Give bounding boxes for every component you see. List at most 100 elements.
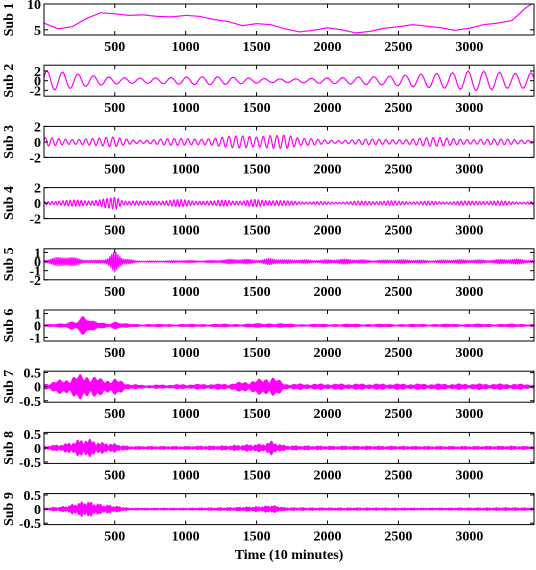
x-tick-label: 1000 (172, 224, 200, 239)
y-axis-label: Sub 1 (2, 3, 17, 37)
x-tick-label: 2000 (314, 40, 342, 55)
x-tick-label: 1000 (172, 407, 200, 422)
y-axis-label: Sub 4 (2, 186, 17, 220)
x-tick-label: 500 (104, 224, 125, 239)
y-axis-label: Sub 5 (2, 247, 17, 281)
y-tick-label: 1 (34, 246, 41, 261)
x-tick-label: 1000 (172, 346, 200, 361)
y-tick-label: 5 (34, 24, 41, 39)
x-tick-label: 500 (104, 285, 125, 300)
x-tick-label: 2000 (314, 101, 342, 116)
x-tick-label: 2000 (314, 224, 342, 239)
y-axis-label: Sub 7 (2, 370, 17, 404)
panel-8: -0.500.5 500 1000 1500 2000 2500 3000 Sub 8 (2, 428, 535, 483)
x-tick-label: 1500 (243, 40, 271, 55)
y-tick-label: 0.5 (24, 367, 42, 382)
x-tick-label: 2500 (384, 407, 412, 422)
y-tick-label: 0 (34, 136, 41, 151)
x-tick-label: 500 (104, 40, 125, 55)
x-tick-label: 500 (104, 101, 125, 116)
y-axis-label: Sub 8 (2, 431, 17, 465)
x-tick-label: 2500 (384, 346, 412, 361)
y-axis-label: Sub 6 (2, 309, 17, 343)
series-line-8 (44, 438, 534, 458)
x-tick-label: 500 (104, 346, 125, 361)
x-tick-label: 1000 (172, 285, 200, 300)
x-tick-label: 3000 (455, 162, 483, 177)
y-tick-label: 0 (34, 381, 41, 396)
x-tick-label: 1500 (243, 346, 271, 361)
x-tick-label: 3000 (455, 285, 483, 300)
y-tick-label: -2 (29, 84, 41, 99)
y-tick-label: -2 (29, 274, 41, 289)
x-tick-label: 2500 (384, 162, 412, 177)
x-tick-label: 2000 (314, 346, 342, 361)
x-tick-label: 3000 (455, 101, 483, 116)
x-tick-label: 1500 (243, 101, 271, 116)
y-tick-label: 2 (34, 65, 41, 80)
y-tick-label: 0 (34, 442, 41, 457)
x-tick-label: 1500 (243, 468, 271, 483)
series-line-5 (44, 251, 534, 273)
y-axis-label: Sub 9 (2, 492, 17, 526)
x-tick-label: 3000 (455, 346, 483, 361)
x-tick-label: 2500 (384, 224, 412, 239)
y-tick-label: 0 (34, 75, 41, 90)
y-tick-label: 10 (27, 0, 41, 13)
x-tick-label: 2500 (384, 285, 412, 300)
x-tick-label: 3000 (455, 468, 483, 483)
x-tick-label: 2000 (314, 162, 342, 177)
series-line-9 (44, 501, 534, 517)
x-tick-label: 3000 (455, 407, 483, 422)
y-tick-label: 2 (34, 182, 41, 197)
x-tick-label: 2000 (314, 285, 342, 300)
y-axis-label: Sub 2 (2, 64, 17, 98)
x-tick-label: 2500 (384, 101, 412, 116)
x-tick-label: 1000 (172, 468, 200, 483)
y-tick-label: 2 (34, 120, 41, 135)
y-tick-label: 0 (34, 503, 41, 518)
panel-9: -0.500.5 500 1000 1500 2000 2500 3000 Sub 9 (2, 489, 535, 545)
y-tick-label: 1 (34, 308, 41, 323)
x-tick-label: 1500 (243, 285, 271, 300)
y-axis-label: Sub 3 (2, 125, 17, 159)
x-tick-label: 1000 (172, 162, 200, 177)
x-tick-label: 2500 (384, 530, 412, 545)
y-tick-label: -0.5 (19, 395, 41, 410)
x-tick-label: 500 (104, 530, 125, 545)
x-tick-label: 2500 (384, 40, 412, 55)
x-tick-label: 3000 (455, 530, 483, 545)
x-tick-label: 1500 (243, 530, 271, 545)
x-tick-label: 2000 (314, 530, 342, 545)
x-tick-label: 2000 (314, 468, 342, 483)
series-line-2 (44, 70, 534, 92)
x-tick-label: 500 (104, 162, 125, 177)
x-tick-label: 3000 (455, 224, 483, 239)
x-tick-label: 1500 (243, 162, 271, 177)
y-tick-label: -0.5 (19, 456, 41, 471)
x-tick-label: 1000 (172, 40, 200, 55)
axes-frame-2 (43, 64, 535, 97)
series-line-4 (44, 196, 534, 210)
x-axis-label: Time (10 minutes) (235, 548, 344, 563)
axes-frame-1 (43, 3, 535, 36)
series-line-6 (44, 316, 534, 336)
y-tick-label: 0 (34, 256, 41, 271)
axes-frame-5 (43, 248, 535, 281)
panel-1: 5 10 500 1000 1500 2000 2500 3000 Sub 1 (2, 0, 535, 55)
y-tick-label: -1 (29, 331, 41, 346)
x-tick-label: 1500 (243, 224, 271, 239)
series-line-7 (44, 374, 534, 400)
y-tick-label: 0 (34, 197, 41, 212)
series-line-1 (44, 4, 533, 34)
x-tick-label: 1000 (172, 101, 200, 116)
y-tick-label: -2 (29, 151, 41, 166)
y-tick-label: 0.5 (24, 428, 42, 443)
x-tick-label: 500 (104, 407, 125, 422)
